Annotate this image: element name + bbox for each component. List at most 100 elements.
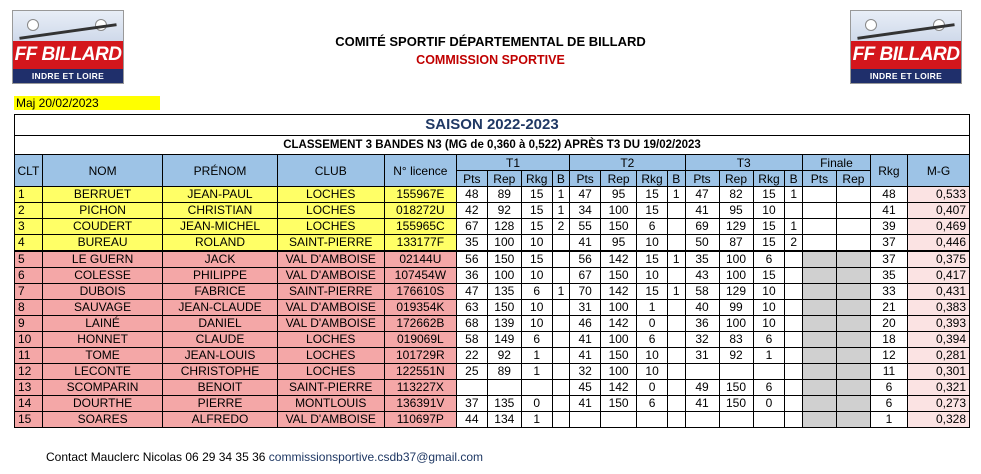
cell-finale-rep — [835, 411, 871, 428]
cell-club: LOCHES — [276, 363, 385, 380]
cell-t1-pts: 67 — [455, 218, 488, 235]
cell-t1-rep: 92 — [486, 202, 522, 219]
cell-finale-pts — [801, 283, 837, 300]
cell-t1-pts: 63 — [455, 299, 488, 316]
cell-t2-rep: 142 — [600, 315, 638, 332]
update-date: Maj 20/02/2023 — [14, 96, 160, 110]
cell-licence: 176610S — [383, 283, 457, 300]
cell-t3-rkg: 10 — [752, 202, 786, 219]
cell-rkg: 37 — [869, 234, 908, 252]
table-row: 1 BERRUET JEAN-PAUL LOCHES 155967E 48 89 15 1 47 9… — [14, 186, 971, 203]
cell-clt: 1 — [14, 186, 43, 203]
cell-t1-b: 1 — [551, 186, 571, 203]
cell-t3-pts: 32 — [684, 331, 720, 348]
cell-t1-b — [551, 363, 571, 380]
cell-club: SAINT-PIERRE — [276, 283, 385, 300]
cell-prenom: FABRICE — [162, 283, 278, 300]
col-clt: CLT — [14, 154, 43, 187]
cell-t1-b — [551, 395, 571, 412]
cell-t1-rkg: 15 — [520, 202, 553, 219]
cell-mg: 0,281 — [906, 347, 971, 364]
cell-t1-pts: 48 — [455, 186, 488, 203]
cell-licence: 133177F — [383, 234, 457, 252]
cell-mg: 0,469 — [906, 218, 971, 235]
cell-t2-rkg: 10 — [636, 234, 669, 252]
cell-clt: 12 — [14, 363, 43, 380]
cell-club: LOCHES — [276, 347, 385, 364]
cell-nom: DOURTHE — [41, 395, 164, 412]
col-finale-pts: Pts — [801, 170, 837, 187]
cell-clt: 2 — [14, 202, 43, 219]
billiard-ball-icon — [865, 19, 877, 31]
cell-t2-pts: 45 — [569, 379, 602, 396]
cell-t1-b — [551, 347, 571, 364]
cell-t3-b — [784, 395, 803, 412]
cell-licence: 172662B — [383, 315, 457, 332]
cell-clt: 5 — [14, 250, 43, 268]
cell-t3-rep — [718, 411, 754, 428]
cell-finale-rep — [835, 186, 871, 203]
cell-t1-rkg: 10 — [520, 299, 553, 316]
cell-club: MONTLOUIS — [276, 395, 385, 412]
cell-t2-b — [667, 395, 686, 412]
cell-prenom: JEAN-LOUIS — [162, 347, 278, 364]
cell-t3-pts — [684, 411, 720, 428]
ranking-table: CLT NOM PRÉNOM CLUB N° licence T1 T2 T3 … — [14, 154, 971, 428]
cell-t3-pts — [684, 363, 720, 380]
cell-prenom: JEAN-MICHEL — [162, 218, 278, 235]
cell-clt: 13 — [14, 379, 43, 396]
cell-nom: TOME — [41, 347, 164, 364]
cell-finale-pts — [801, 202, 837, 219]
cell-licence: 113227X — [383, 379, 457, 396]
cell-t1-pts: 56 — [455, 250, 488, 268]
ff-billard-logo-left: FF BILLARD INDRE ET LOIRE — [12, 10, 124, 84]
cell-licence: 019354K — [383, 299, 457, 316]
cell-t2-b — [667, 299, 686, 316]
cell-t3-b — [784, 331, 803, 348]
col-licence: N° licence — [383, 154, 457, 187]
cell-t1-b — [551, 331, 571, 348]
cell-t2-pts: 70 — [569, 283, 602, 300]
cell-t2-rkg: 1 — [636, 299, 669, 316]
cell-t1-pts: 47 — [455, 283, 488, 300]
cell-clt: 7 — [14, 283, 43, 300]
col-t3-b: B — [784, 170, 803, 187]
cell-t2-rep: 142 — [600, 250, 638, 268]
cell-club: VAL D'AMBOISE — [276, 250, 385, 268]
cell-club: VAL D'AMBOISE — [276, 315, 385, 332]
cell-t2-rep: 100 — [600, 299, 638, 316]
cell-t2-rkg: 10 — [636, 347, 669, 364]
cell-t1-b: 1 — [551, 283, 571, 300]
cell-t3-rep: 83 — [718, 331, 754, 348]
cell-t2-pts: 34 — [569, 202, 602, 219]
cell-club: SAINT-PIERRE — [276, 234, 385, 252]
cell-t1-rep: 135 — [486, 395, 522, 412]
cell-nom: HONNET — [41, 331, 164, 348]
col-mg: M-G — [906, 154, 971, 187]
cell-licence: 02144U — [383, 250, 457, 268]
logo-banner — [851, 11, 961, 41]
contact-email[interactable]: commissionsportive.csdb37@gmail.com — [268, 450, 484, 464]
cell-t3-rkg — [752, 411, 786, 428]
cell-t2-pts: 31 — [569, 299, 602, 316]
cell-t2-pts: 47 — [569, 186, 602, 203]
cell-t2-pts: 55 — [569, 218, 602, 235]
cell-finale-rep — [835, 315, 871, 332]
col-club: CLUB — [276, 154, 385, 187]
cell-rkg: 6 — [869, 379, 908, 396]
table-row: 12 LECONTE CHRISTOPHE LOCHES 122551N 25 89 1 32 1… — [14, 363, 971, 380]
logo-brand: FF BILLARD — [851, 41, 961, 69]
table-row: 6 COLESSE PHILIPPE VAL D'AMBOISE 107454W 36 10… — [14, 267, 971, 284]
cell-licence: 122551N — [383, 363, 457, 380]
cell-t1-rep: 150 — [486, 299, 522, 316]
cell-nom: COUDERT — [41, 218, 164, 235]
cell-rkg: 20 — [869, 315, 908, 332]
cell-t3-rep: 129 — [718, 283, 754, 300]
cell-licence: 101729R — [383, 347, 457, 364]
cell-rkg: 35 — [869, 267, 908, 284]
cell-t2-rep: 100 — [600, 363, 638, 380]
cell-mg: 0,417 — [906, 267, 971, 284]
cell-t1-rep: 89 — [486, 186, 522, 203]
col-t3-pts: Pts — [684, 170, 720, 187]
cell-rkg: 11 — [869, 363, 908, 380]
